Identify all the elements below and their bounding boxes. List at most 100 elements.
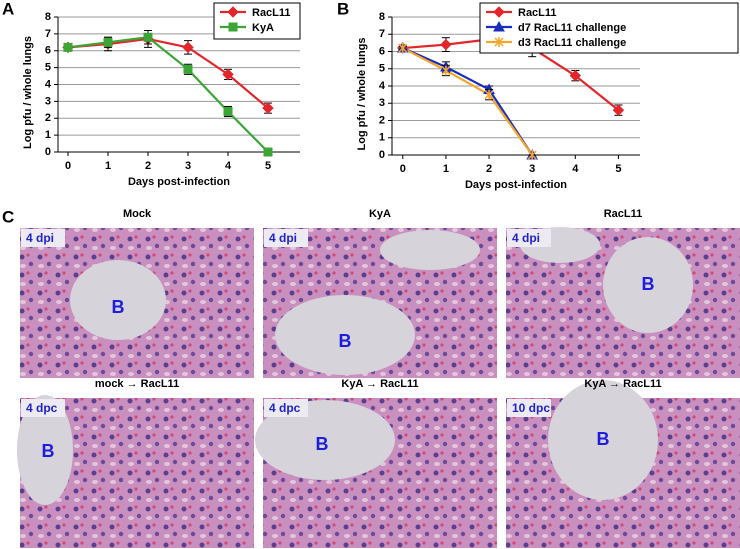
badge-bg [507, 399, 551, 417]
y-axis-label: Log pfu / whole lungs [356, 37, 368, 150]
x-tick-label: 0 [65, 160, 71, 172]
x-tick-label: 0 [400, 163, 406, 175]
y-tick-label: 3 [45, 95, 51, 107]
y-tick-label: 7 [379, 28, 385, 40]
marker [569, 69, 582, 82]
lumen [275, 295, 415, 375]
lumen [380, 230, 480, 270]
y-tick-label: 6 [45, 45, 51, 57]
region-label: B [339, 331, 352, 351]
y-tick-label: 8 [379, 11, 385, 23]
badge: 4 dpc [26, 401, 58, 415]
badge-bg [21, 399, 65, 417]
marker [440, 38, 452, 51]
region-label: B [316, 434, 329, 454]
y-tick-label: 2 [379, 114, 385, 126]
y-tick-label: 0 [379, 149, 385, 161]
legend-box [213, 2, 301, 40]
badge: 10 dpc [512, 401, 550, 415]
marker [612, 104, 625, 116]
legend-box [479, 2, 739, 54]
panel-title: KyA [369, 208, 391, 220]
lumen [255, 400, 395, 480]
marker [227, 6, 239, 18]
y-tick-label: 0 [45, 146, 51, 158]
lumen [17, 395, 73, 505]
panel-title: KyA → RacL11 [584, 378, 661, 390]
region-label: B [642, 274, 655, 294]
y-tick-label: 5 [45, 62, 51, 74]
region-label: B [112, 297, 125, 317]
legend-label: RacL11 [518, 7, 557, 19]
panel-label: B [337, 0, 349, 18]
panel-title: RacL11 [604, 208, 643, 220]
y-tick-label: 5 [379, 63, 385, 75]
marker [494, 37, 504, 47]
x-tick-label: 1 [443, 163, 449, 175]
y-axis-label: Log pfu / whole lungs [22, 36, 34, 149]
panel-title: mock → RacL11 [95, 378, 179, 390]
marker [228, 22, 238, 32]
panel-label: A [2, 0, 14, 18]
y-tick-label: 1 [379, 132, 385, 144]
x-tick-label: 2 [486, 163, 492, 175]
x-tick-label: 4 [572, 163, 579, 175]
x-tick-label: 2 [145, 160, 151, 172]
series-line [402, 47, 534, 156]
marker [441, 65, 451, 76]
lumen [603, 237, 693, 333]
x-tick-label: 1 [105, 160, 111, 172]
x-tick-label: 5 [265, 160, 271, 172]
panel-title: Mock [123, 208, 152, 220]
series-line [402, 47, 534, 156]
y-tick-label: 4 [45, 78, 52, 90]
legend-label: RacL11 [252, 7, 291, 19]
panel-title: KyA → RacL11 [341, 378, 418, 390]
y-tick-label: 1 [45, 129, 51, 141]
series-line [67, 36, 269, 153]
x-tick-label: 3 [185, 160, 191, 172]
marker [493, 20, 505, 32]
x-axis-label: Days post-infection [465, 179, 567, 191]
marker [222, 68, 234, 81]
badge-bg [21, 229, 65, 247]
badge-bg [264, 399, 308, 417]
x-axis-label: Days post-infection [128, 176, 230, 188]
marker [527, 150, 537, 160]
y-tick-label: 4 [379, 80, 386, 92]
marker [263, 147, 273, 157]
marker [493, 6, 505, 18]
panel-label: C [2, 207, 14, 226]
marker [484, 89, 494, 100]
badge: 4 dpi [512, 231, 540, 245]
marker [143, 32, 153, 42]
lumen [70, 260, 166, 340]
badge-bg [507, 229, 551, 247]
badge-bg [264, 229, 308, 247]
y-tick-label: 8 [45, 11, 51, 23]
y-tick-label: 3 [379, 97, 385, 109]
x-tick-label: 4 [225, 160, 232, 172]
y-tick-label: 2 [45, 112, 51, 124]
y-tick-label: 6 [379, 45, 385, 57]
region-label: B [42, 441, 55, 461]
legend-label: KyA [252, 22, 274, 34]
badge: 4 dpi [269, 231, 297, 245]
x-tick-label: 5 [615, 163, 621, 175]
region-label: B [597, 429, 610, 449]
marker [223, 107, 233, 116]
series-line [67, 37, 269, 109]
badge: 4 dpi [26, 231, 54, 245]
badge: 4 dpc [269, 401, 301, 415]
x-tick-label: 3 [529, 163, 535, 175]
marker [183, 64, 193, 74]
marker [398, 43, 408, 54]
legend-label: d7 RacL11 challenge [518, 22, 626, 34]
marker [103, 37, 113, 47]
legend-label: d3 RacL11 challenge [518, 37, 626, 49]
marker [262, 102, 274, 114]
marker [63, 42, 73, 52]
y-tick-label: 7 [45, 28, 51, 40]
marker [182, 41, 194, 54]
